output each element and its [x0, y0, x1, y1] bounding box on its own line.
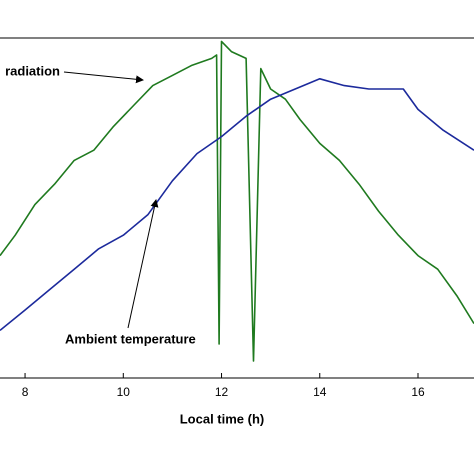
x-tick-label: 12: [215, 385, 229, 399]
arrow: [127, 199, 159, 329]
x-axis-label: Local time (h): [180, 411, 265, 426]
x-tick-label: 14: [313, 385, 327, 399]
annotation: radiation: [5, 63, 60, 78]
x-tick-label: 10: [117, 385, 131, 399]
plot: [0, 40, 474, 362]
annotation: Ambient temperature: [65, 331, 196, 346]
x-tick-label: 8: [22, 385, 29, 399]
series-line: [0, 40, 474, 362]
series-line: [0, 78, 474, 332]
arrow: [63, 71, 144, 84]
x-tick-label: 16: [411, 385, 425, 399]
